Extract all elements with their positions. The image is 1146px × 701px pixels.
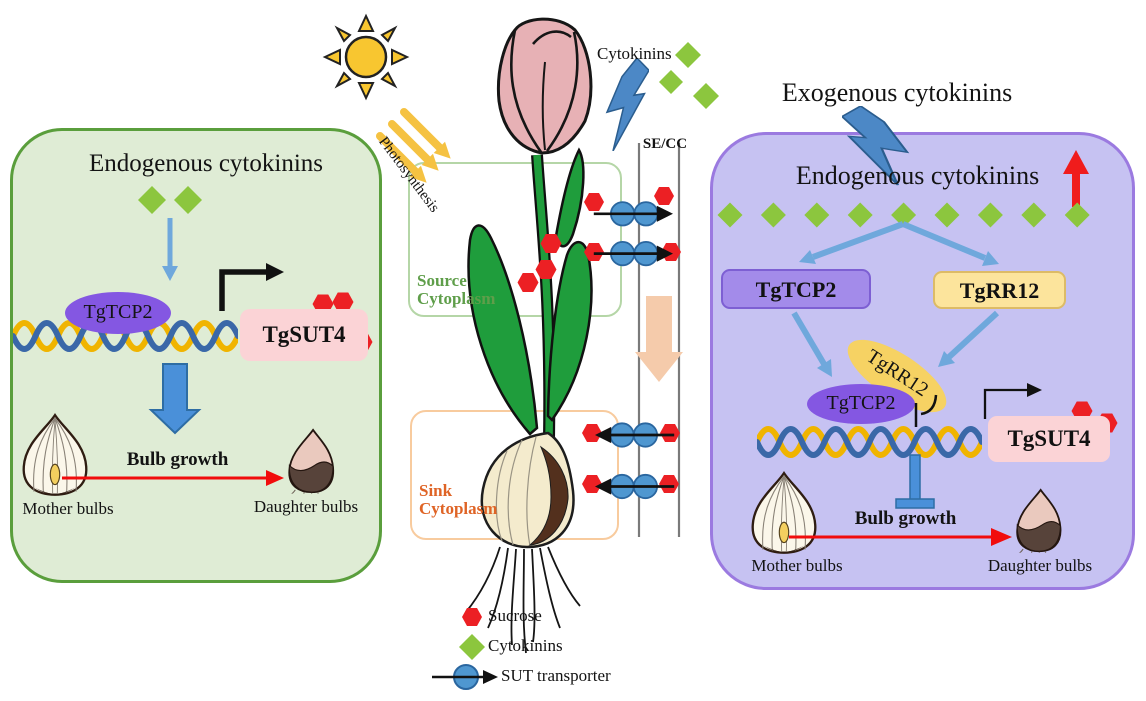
sink-cytoplasm-label: Sink Cytoplasm xyxy=(419,481,498,519)
left-daughter-bulbs-label: Daughter bulbs xyxy=(253,497,359,516)
right-bulb-growth-label: Bulb growth xyxy=(854,508,957,529)
legend-sut-transporter-icon xyxy=(432,664,498,690)
phloem-flow-arrow xyxy=(635,296,683,382)
sink-cytoplasm-box xyxy=(410,410,619,540)
legend-sucrose-icon xyxy=(462,608,482,626)
sun-icon xyxy=(322,13,410,101)
left-tgtcp2-label: TgTCP2 xyxy=(83,301,153,323)
exogenous-cytokinins-title: Exogenous cytokinins xyxy=(781,78,1013,107)
right-tgsut4-gene-box: TgSUT4 xyxy=(988,416,1110,462)
left-mother-bulbs-label: Mother bulbs xyxy=(22,499,114,518)
legend-cytokinins-label: Cytokinins xyxy=(488,636,563,655)
left-bulb-growth-label: Bulb growth xyxy=(126,449,229,470)
source-cytoplasm-label: Source Cytoplasm xyxy=(417,271,496,309)
right-mother-bulbs-label: Mother bulbs xyxy=(751,556,843,575)
right-tgtcp2-ellipse-label: TgTCP2 xyxy=(826,392,896,414)
right-tgrr12-box: TgRR12 xyxy=(933,271,1066,309)
cytokinins-label: Cytokinins xyxy=(597,44,672,63)
legend-cytokinin-icon xyxy=(459,634,485,660)
legend-sut-transporter-label: SUT transporter xyxy=(501,666,611,685)
left-panel-title: Endogenous cytokinins xyxy=(88,150,323,177)
se-cc-label: SE/CC xyxy=(642,136,688,152)
left-tgsut4-gene-box: TgSUT4 xyxy=(240,309,368,361)
legend-sucrose-label: Sucrose xyxy=(488,606,542,625)
right-endogenous-title: Endogenous cytokinins xyxy=(795,161,1040,190)
right-tgtcp2-box: TgTCP2 xyxy=(721,269,871,309)
right-daughter-bulbs-label: Daughter bulbs xyxy=(987,556,1093,575)
tulip-flower xyxy=(496,17,593,155)
se-cc-membrane-lines xyxy=(637,143,681,537)
